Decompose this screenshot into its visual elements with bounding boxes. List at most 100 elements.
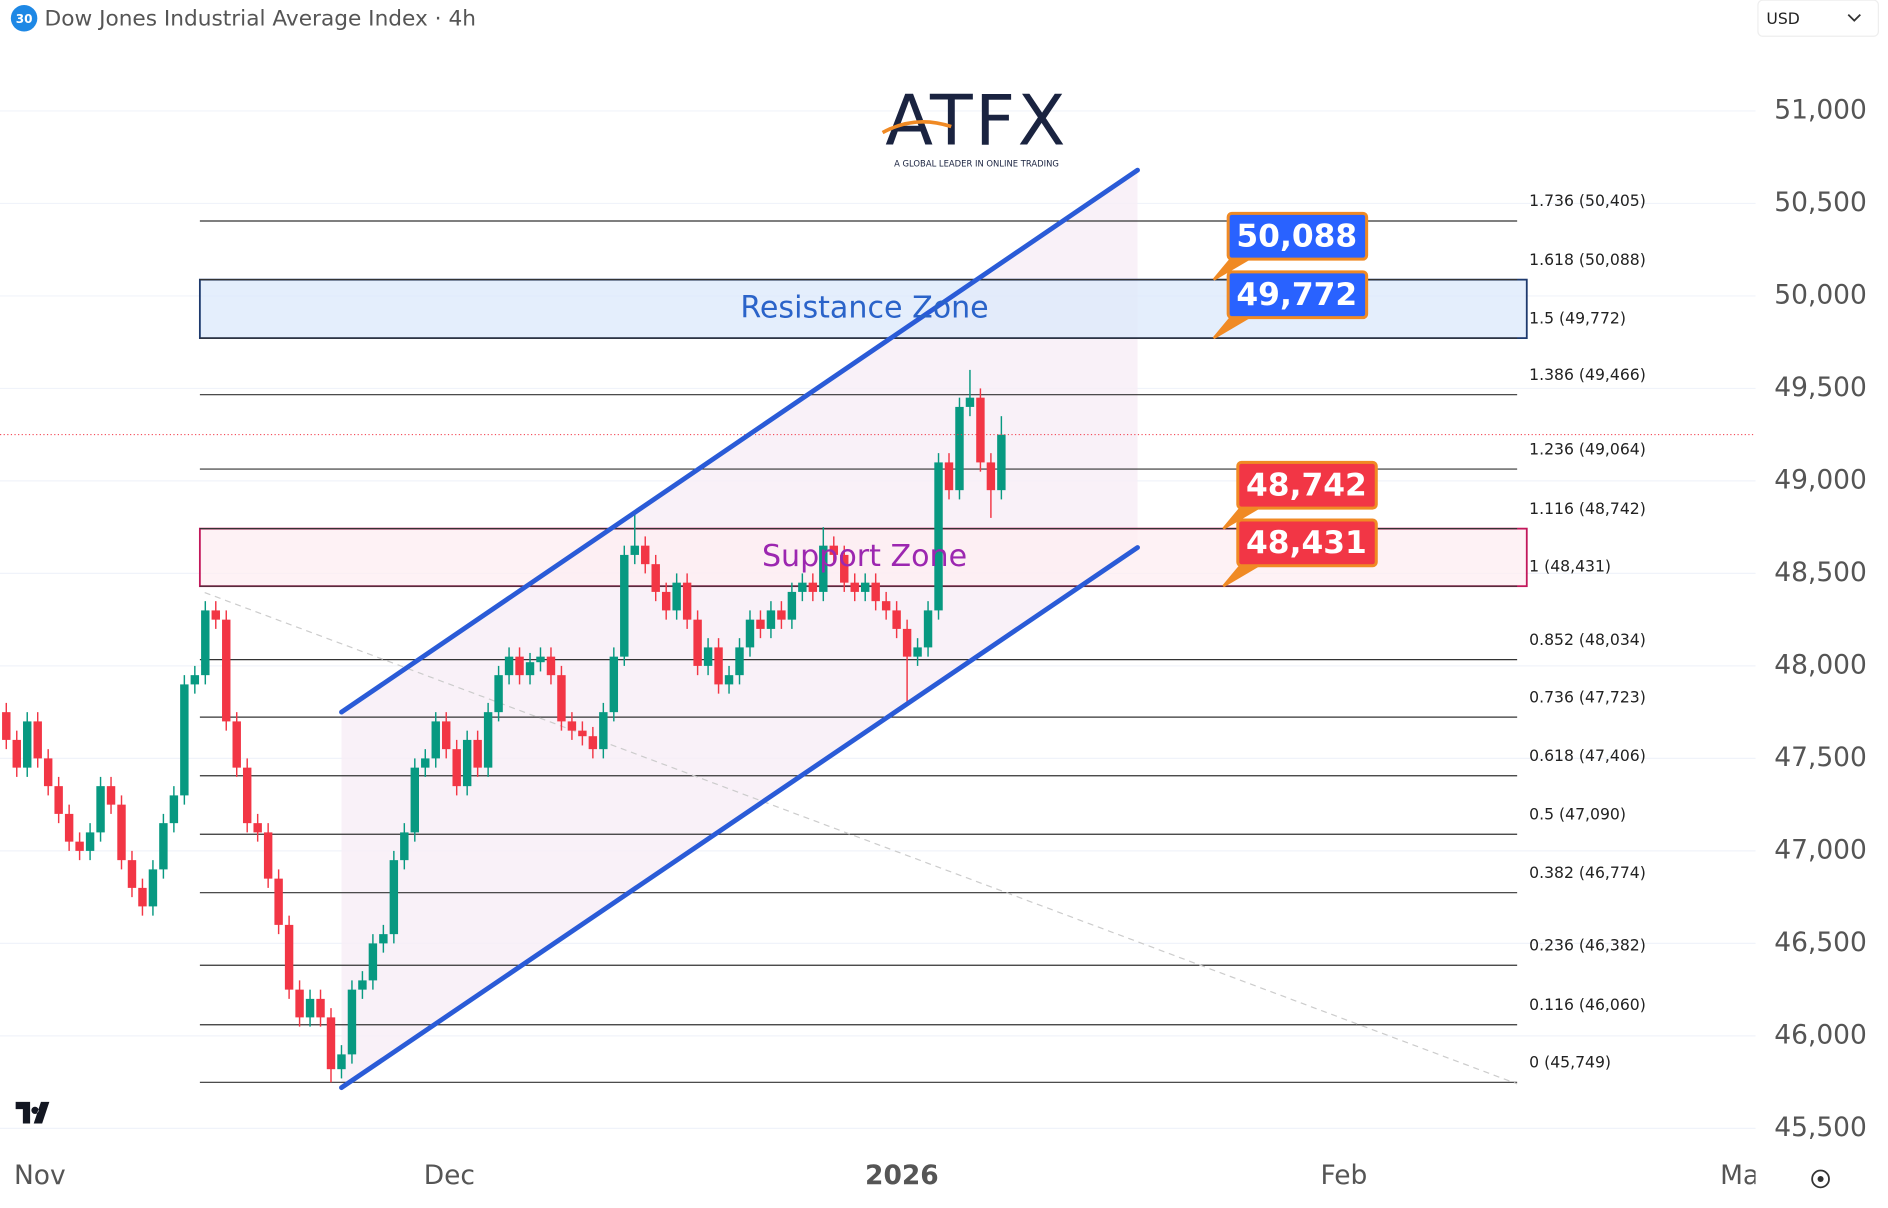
tv-mark: [15, 1101, 50, 1124]
candle-body: [43, 758, 53, 787]
price-tag-label: 50,088: [1236, 218, 1357, 254]
candle-body: [483, 712, 493, 768]
candle-body: [358, 980, 367, 990]
x-tick-label: Mar: [1720, 1160, 1770, 1191]
candle-body: [326, 1017, 336, 1070]
y-tick-label: 49,500: [1774, 372, 1867, 403]
y-tick-label: 50,500: [1774, 187, 1867, 218]
zone-label: Resistance Zone: [740, 290, 988, 325]
candle-body: [410, 767, 420, 833]
fib-label: 0.852 (48,034): [1529, 630, 1646, 649]
currency[interactable]: USD: [1766, 9, 1799, 28]
candle-body: [892, 610, 901, 629]
candle-body: [997, 434, 1006, 491]
candle-body: [169, 795, 179, 824]
candle-body: [180, 684, 189, 796]
candle-body: [305, 998, 315, 1018]
price-tag: [1226, 270, 1369, 320]
candle-body: [253, 823, 262, 833]
candle-body: [211, 610, 220, 620]
candle-body: [965, 397, 975, 407]
trend-line: [204, 591, 1518, 1085]
candle-body: [421, 758, 430, 768]
candle-body: [672, 582, 681, 611]
candle-body: [368, 943, 378, 981]
fib-label: 0.116 (46,060): [1529, 995, 1646, 1014]
candle-body: [682, 582, 692, 620]
price-tag-label: 49,772: [1236, 277, 1357, 313]
candle-body: [976, 397, 985, 463]
x-axis: Nov Dec 2026 Feb Mar: [14, 1160, 1770, 1191]
gear[interactable]: [1811, 1169, 1830, 1189]
price-tag: [1236, 518, 1378, 568]
candle-body: [819, 545, 828, 592]
y-tick-label: 49,000: [1774, 464, 1867, 495]
y-tick-label: 46,000: [1774, 1019, 1867, 1050]
candle-body: [567, 721, 577, 731]
y-tick-label: 48,000: [1774, 649, 1867, 680]
candle-body: [599, 712, 608, 750]
logo: ATFX A GLOBAL LEADER IN ONLINE TRADING: [881, 80, 1065, 168]
dropdown-icon: [1847, 13, 1861, 22]
y-tick-label: 48,500: [1774, 557, 1867, 588]
settings-icon[interactable]: [1811, 1169, 1830, 1189]
fib-label: 1.386 (49,466): [1529, 365, 1646, 384]
fib-label: 1 (48,431): [1529, 556, 1611, 575]
candle-body: [515, 656, 524, 676]
fib-label: 0.382 (46,774): [1529, 863, 1646, 882]
candle-body: [85, 832, 95, 851]
badge-text: 30: [16, 12, 33, 26]
candle-body: [23, 721, 32, 768]
fib-label: 1.236 (49,064): [1529, 439, 1646, 458]
x-tick-label: Dec: [424, 1160, 475, 1191]
candle-body: [347, 989, 357, 1055]
candle-body: [96, 786, 105, 833]
candle-body: [829, 545, 838, 555]
currency-button[interactable]: [1757, 0, 1879, 37]
candle-body: [588, 736, 598, 750]
candle-body: [745, 619, 755, 648]
candle-body: [190, 675, 200, 685]
y-tick-label: 47,500: [1774, 742, 1867, 773]
candle-body: [578, 730, 587, 737]
candle-body: [12, 739, 21, 768]
candle-body: [557, 675, 566, 722]
candle-body: [54, 786, 63, 814]
candle-body: [840, 554, 849, 583]
candle-body: [138, 887, 147, 907]
symbol-badge: [10, 4, 38, 32]
candle-body: [808, 582, 818, 592]
candle-body: [630, 545, 639, 555]
candle-body: [860, 582, 870, 592]
candle-body: [222, 619, 231, 722]
candle-body: [787, 591, 797, 620]
price-tag: [1226, 211, 1369, 261]
candle-body: [756, 619, 765, 629]
logo-tagline: A GLOBAL LEADER IN ONLINE TRADING: [894, 158, 1059, 168]
background: [0, 110, 1756, 1129]
candle-body: [127, 860, 137, 888]
y-tick-label: 50,000: [1774, 279, 1867, 310]
logo-swoosh: [881, 120, 952, 135]
candle-body: [389, 860, 399, 935]
fib-label: 0.736 (47,723): [1529, 687, 1646, 706]
candle-body: [452, 749, 461, 787]
candle-body: [934, 462, 943, 611]
candle-body: [337, 1054, 346, 1070]
channel-fill: [341, 170, 1138, 1088]
x-tick-label: Nov: [14, 1160, 66, 1191]
fib-label: 0.236 (46,382): [1529, 935, 1646, 954]
fib-label: 1.116 (48,742): [1529, 499, 1646, 518]
candle-body: [242, 767, 252, 824]
candle-body: [431, 721, 440, 759]
chart-title: Dow Jones Industrial Average Index · 4h: [45, 6, 476, 31]
channel-line: [339, 167, 1140, 715]
candle-body: [525, 662, 535, 676]
candle-body: [724, 675, 734, 685]
y-tick-label: 47,000: [1774, 834, 1867, 865]
candle-body: [651, 564, 660, 592]
candle-body: [473, 739, 482, 768]
gear-center[interactable]: [1817, 1175, 1824, 1182]
candle-body: [986, 462, 996, 491]
